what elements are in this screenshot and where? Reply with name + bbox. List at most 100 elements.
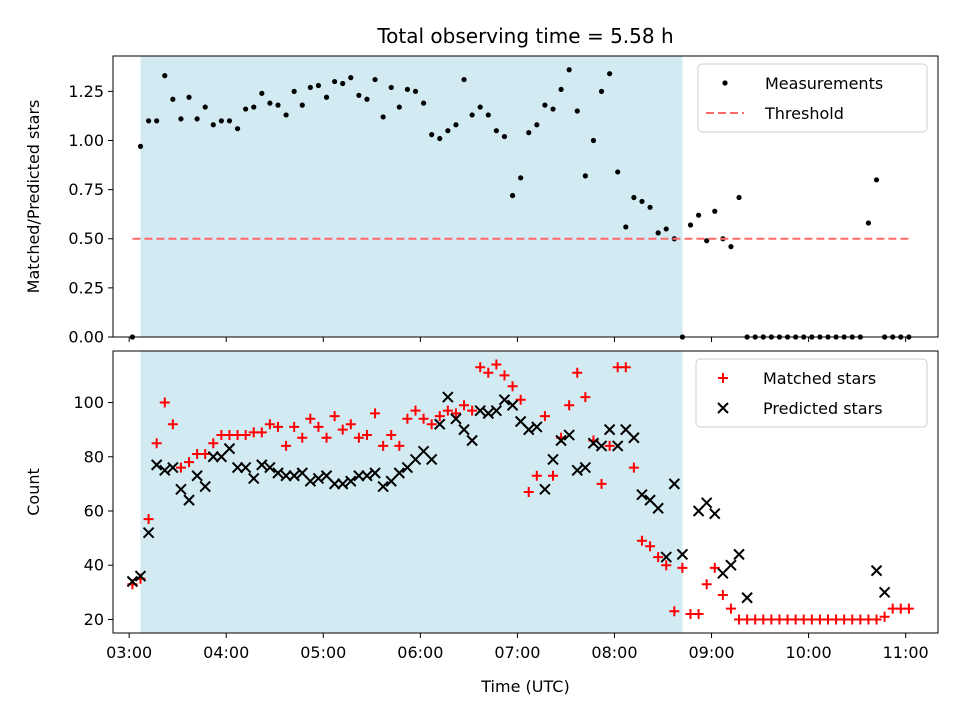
bottom-panel: 20 40 60 80 100 03:00 04:00 05:00 06:00 07:00 08:0… — [24, 350, 939, 696]
matched-point — [636, 535, 647, 546]
predicted-point — [142, 526, 155, 539]
measurement-point — [461, 76, 467, 83]
measurement-point — [194, 116, 200, 122]
predicted-point — [393, 467, 406, 479]
matched-point — [345, 419, 356, 430]
matched-point — [661, 560, 672, 571]
measurement-point — [186, 94, 192, 100]
predicted-point — [709, 507, 721, 520]
matched-point — [515, 394, 526, 405]
matched-point — [645, 541, 656, 552]
matched-point — [434, 411, 445, 422]
measurement-point — [736, 194, 742, 201]
measurement-point — [865, 220, 872, 226]
y-tick-label: 20 — [84, 610, 104, 629]
legend-label: Matched stars — [763, 369, 876, 388]
measurement-point — [574, 108, 580, 114]
predicted-point — [231, 461, 244, 474]
legend-measurement-swatch — [722, 80, 728, 86]
matched-point — [321, 432, 332, 443]
predicted-point — [652, 502, 664, 514]
measurement-point — [364, 96, 370, 102]
predicted-point — [628, 432, 640, 444]
matched-point — [208, 438, 219, 449]
measurement-point — [615, 169, 621, 175]
predicted-point — [733, 548, 745, 561]
matched-point — [507, 381, 518, 392]
measurement-point — [251, 104, 257, 110]
measurement-point — [558, 86, 564, 93]
predicted-point — [555, 434, 567, 447]
predicted-point — [603, 423, 616, 436]
matched-point — [240, 430, 251, 441]
measurement-point — [526, 130, 532, 136]
measurement-point — [453, 122, 459, 128]
measurement-point — [315, 82, 322, 89]
measurement-point — [485, 112, 491, 118]
legend-label: Threshold — [764, 104, 844, 123]
predicted-point — [611, 440, 624, 452]
predicted-point — [450, 413, 462, 425]
matched-point — [273, 421, 283, 432]
measurement-point — [445, 128, 451, 134]
matched-point — [669, 606, 680, 617]
measurement-point — [647, 204, 653, 210]
matched-point — [903, 603, 914, 614]
matched-point — [701, 579, 712, 590]
axes-frame — [112, 55, 939, 338]
y-tick-label: 0.75 — [68, 180, 104, 199]
axes-frame — [112, 350, 939, 634]
predicted-point — [668, 478, 681, 490]
measurement-point — [534, 122, 540, 128]
series-predicted-stars — [126, 391, 891, 604]
top-panel: 0.00 0.25 0.50 0.75 1.00 1.25 Matched/Predicte… — [24, 24, 939, 347]
chart-title: Total observing time = 5.58 h — [376, 24, 673, 48]
predicted-point — [328, 478, 341, 490]
measurement-point — [420, 100, 427, 106]
matched-point — [580, 392, 591, 403]
matched-point — [677, 562, 688, 573]
series-matched-stars — [127, 359, 914, 625]
measurement-point — [388, 84, 394, 91]
measurement-point — [340, 80, 346, 87]
matched-point — [329, 411, 340, 422]
matched-point — [394, 440, 405, 451]
predicted-point — [264, 461, 276, 474]
measurement-point — [291, 88, 297, 94]
legend-label: Measurements — [765, 74, 883, 93]
predicted-point — [175, 483, 187, 495]
measurement-point — [226, 118, 233, 124]
predicted-point — [425, 453, 438, 466]
measurement-point — [631, 194, 637, 201]
matched-point — [539, 411, 550, 422]
measurement-point — [137, 143, 144, 149]
x-tick-label: 04:00 — [203, 643, 249, 662]
y-tick-label: 40 — [84, 556, 104, 575]
matched-point — [175, 462, 186, 473]
matched-point — [871, 614, 882, 625]
x-axis-label: Time (UTC) — [480, 677, 569, 696]
matched-point — [426, 419, 437, 430]
measurement-point — [210, 122, 216, 128]
measurement-point — [509, 192, 516, 199]
x-tick-label: 08:00 — [591, 643, 637, 662]
matched-point — [620, 362, 631, 373]
predicted-point — [458, 423, 470, 436]
measurement-point — [404, 86, 411, 93]
legend-label: Predicted stars — [763, 399, 883, 418]
matched-point — [256, 427, 267, 438]
predicted-point — [248, 472, 260, 485]
measurement-point — [380, 114, 386, 120]
predicted-point — [304, 475, 317, 487]
legend: Measurements Threshold — [697, 63, 928, 133]
matched-point — [604, 440, 615, 451]
y-tick-label: 60 — [84, 501, 104, 520]
predicted-point — [207, 451, 220, 463]
matched-point — [467, 405, 478, 416]
measurement-point — [178, 116, 184, 122]
predicted-point — [159, 464, 171, 477]
predicted-point — [134, 570, 147, 582]
matched-point — [151, 438, 162, 449]
predicted-point — [595, 440, 608, 452]
matched-point — [402, 413, 413, 424]
